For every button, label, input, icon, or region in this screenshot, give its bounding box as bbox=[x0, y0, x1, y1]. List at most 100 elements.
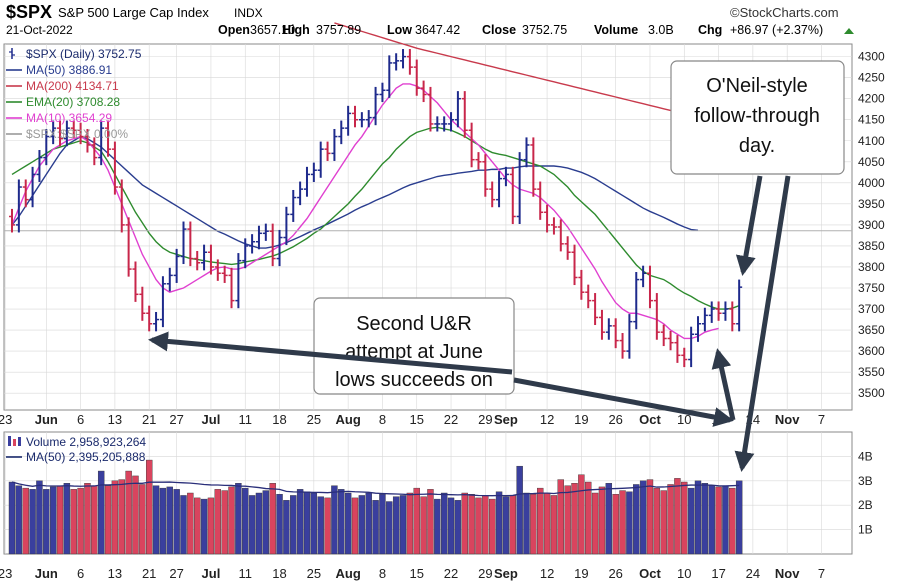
price-bar bbox=[585, 284, 592, 309]
volume-bar bbox=[283, 500, 290, 555]
volume-bar bbox=[715, 486, 722, 555]
price-bar bbox=[557, 219, 564, 252]
volume-bar bbox=[262, 490, 270, 555]
volume-bar bbox=[36, 480, 43, 555]
price-bar bbox=[660, 324, 667, 347]
volume-legend-entry: Volume 2,958,923,264 bbox=[8, 435, 146, 449]
volume-bar bbox=[543, 492, 551, 555]
volume-bar bbox=[454, 500, 462, 555]
volume-bars bbox=[8, 459, 743, 555]
exchange-label: INDX bbox=[234, 6, 263, 20]
volume-bar bbox=[550, 495, 558, 555]
date-tick-label: 7 bbox=[818, 412, 825, 427]
volume-bar bbox=[43, 489, 50, 555]
volume-bar bbox=[379, 494, 386, 555]
volume-bar bbox=[200, 498, 208, 555]
date-tick-label: 22 bbox=[444, 566, 458, 581]
volume-bar bbox=[530, 494, 537, 555]
price-bar bbox=[701, 307, 708, 332]
price-bar bbox=[544, 204, 551, 233]
volume-bar bbox=[235, 483, 242, 555]
date-tick-label: 23 bbox=[0, 412, 12, 427]
volume-bar bbox=[255, 492, 263, 555]
volume-bar bbox=[674, 478, 681, 555]
price-bar bbox=[242, 238, 249, 269]
volume-bar bbox=[564, 485, 571, 555]
price-bar bbox=[173, 248, 180, 283]
volume-tick-label: 3B bbox=[858, 474, 873, 488]
price-bar bbox=[598, 309, 605, 340]
volume-bar bbox=[502, 496, 510, 555]
price-bar bbox=[695, 316, 701, 342]
volume-bar bbox=[386, 501, 393, 555]
low-value: 3647.42 bbox=[415, 23, 460, 37]
price-tick-label: 3700 bbox=[858, 302, 885, 316]
volume-bar bbox=[626, 491, 633, 555]
volume-bar bbox=[537, 487, 544, 555]
price-tick-label: 3500 bbox=[858, 386, 885, 400]
volume-bar bbox=[152, 485, 160, 555]
date-tick-label: Jun bbox=[35, 412, 58, 427]
chg-value: +86.97 (+2.37%) bbox=[730, 23, 823, 37]
price-bar bbox=[468, 122, 475, 168]
volume-bar bbox=[194, 497, 201, 555]
axis-labels: 3500 3550 3600 3650 3700 3750 3800 3850 3900 3950… bbox=[0, 50, 885, 581]
volume-bar bbox=[495, 491, 503, 555]
volume-ma-line bbox=[11, 481, 740, 497]
date-tick-label: 10 bbox=[677, 412, 691, 427]
price-bar bbox=[372, 86, 379, 126]
price-bar bbox=[194, 250, 201, 271]
volume-bar bbox=[49, 486, 57, 555]
price-bar bbox=[653, 293, 660, 340]
volume-bar bbox=[242, 487, 249, 555]
price-bar bbox=[249, 234, 256, 254]
price-bar bbox=[681, 347, 688, 368]
up-triangle-icon bbox=[844, 28, 854, 34]
volume-bar bbox=[633, 484, 640, 555]
arrow-uar-to-oct-low bbox=[513, 377, 734, 427]
volume-bar bbox=[681, 481, 688, 555]
price-bar bbox=[22, 179, 29, 208]
volume-bar bbox=[722, 485, 729, 555]
price-tick-label: 4250 bbox=[858, 71, 885, 85]
date-tick-label: 15 bbox=[410, 566, 424, 581]
date-tick-label: 12 bbox=[540, 566, 554, 581]
legend-entry: MA(200) 4134.71 bbox=[6, 79, 119, 93]
volume-bar bbox=[344, 492, 352, 555]
price-bar bbox=[9, 208, 15, 233]
volume-bar bbox=[70, 489, 77, 555]
volume-bar bbox=[571, 483, 578, 555]
volume-tick-label: 2B bbox=[858, 498, 873, 512]
price-bar bbox=[331, 128, 338, 161]
date-tick-label: 26 bbox=[608, 566, 622, 581]
open-label: Open bbox=[218, 23, 250, 37]
volume-bar bbox=[187, 492, 194, 555]
price-bar bbox=[448, 112, 455, 132]
price-bar bbox=[324, 141, 331, 161]
volume-bar bbox=[687, 487, 695, 555]
price-bar bbox=[159, 276, 166, 328]
price-tick-label: 3750 bbox=[858, 281, 885, 295]
volume-bar bbox=[475, 497, 482, 555]
price-bar bbox=[111, 141, 118, 195]
volume-bar bbox=[303, 491, 311, 555]
volume-bar bbox=[91, 485, 98, 555]
price-bar bbox=[420, 80, 427, 103]
date-tick-label: 7 bbox=[818, 566, 825, 581]
volume-bar bbox=[207, 497, 215, 555]
price-bar bbox=[626, 314, 633, 359]
date-tick-label: 8 bbox=[379, 566, 386, 581]
price-bar bbox=[36, 150, 43, 182]
price-bar bbox=[640, 265, 647, 288]
annotation-uar-line2: attempt at June bbox=[345, 341, 483, 363]
price-bar bbox=[43, 128, 50, 166]
volume-bar bbox=[516, 465, 523, 555]
price-bar bbox=[646, 265, 653, 309]
price-bar bbox=[413, 59, 420, 96]
price-bar bbox=[166, 267, 173, 292]
price-bar bbox=[283, 206, 290, 246]
price-bar bbox=[187, 221, 194, 267]
legend-label: $SPX (Daily) 3752.75 bbox=[26, 47, 142, 61]
